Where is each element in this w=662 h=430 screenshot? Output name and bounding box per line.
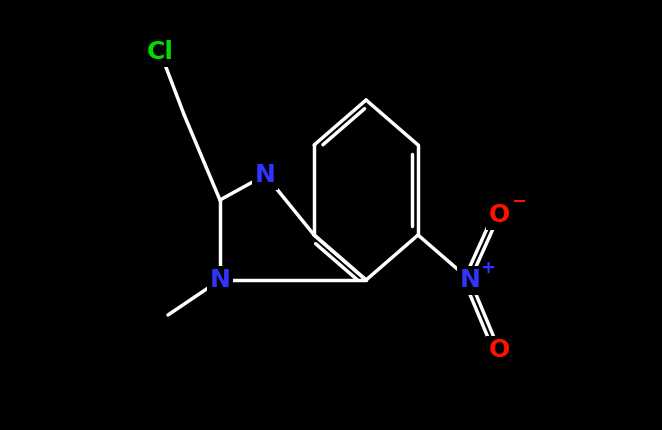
Text: Cl: Cl (147, 40, 173, 64)
Text: +: + (481, 259, 496, 277)
Text: N: N (459, 268, 481, 292)
Text: N: N (255, 163, 276, 187)
Text: N: N (209, 268, 230, 292)
Text: −: − (512, 193, 526, 211)
Text: O: O (489, 338, 510, 362)
Text: O: O (489, 203, 510, 227)
